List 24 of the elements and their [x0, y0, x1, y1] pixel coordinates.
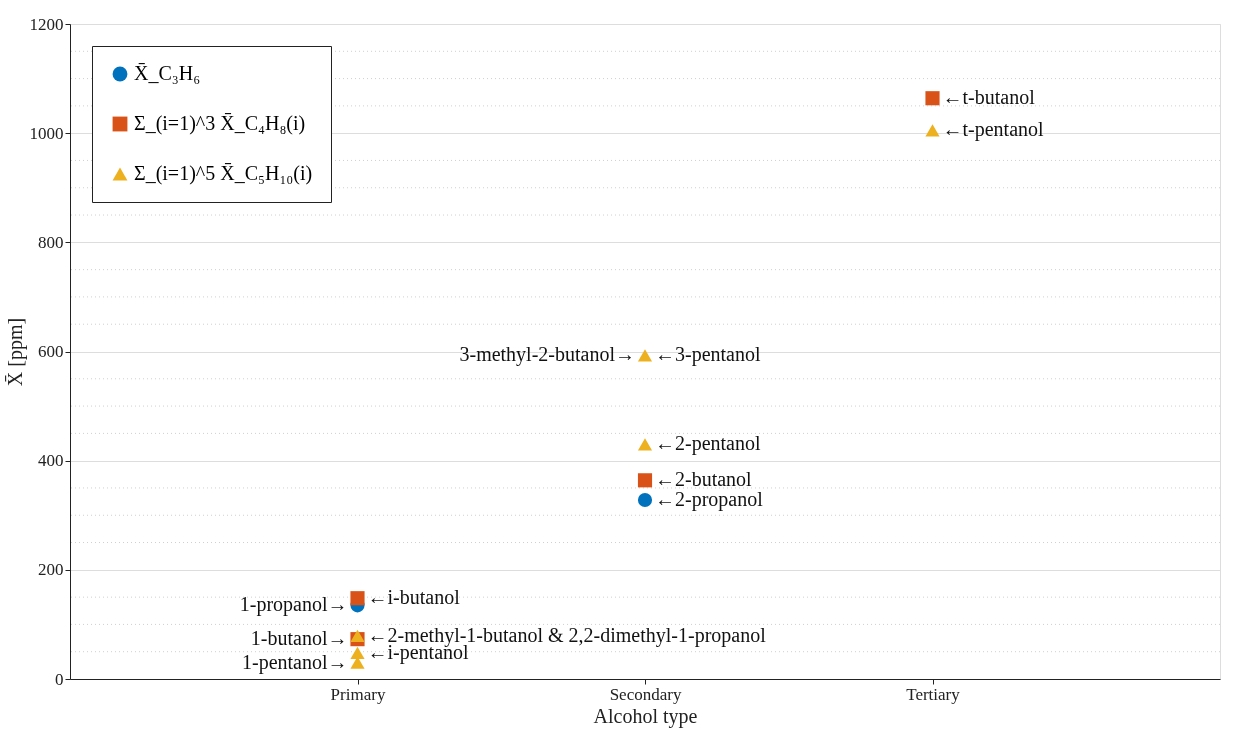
annotation: 1-butanol→ [250, 627, 348, 650]
x-tick-label: Primary [330, 684, 386, 704]
y-tick-label: 200 [38, 560, 64, 580]
y-tick-label: 0 [55, 669, 64, 689]
legend-label: Σ_(i=1)^3 X̄_C₄H₈(i) [134, 112, 306, 135]
legend-label: Σ_(i=1)^5 X̄_C₅H₁₀(i) [134, 162, 313, 185]
y-tick-label: 400 [38, 451, 64, 471]
annotation: 1-propanol→ [239, 593, 348, 617]
annotation: ←2-pentanol [655, 432, 761, 456]
legend-label: X̄_C₃H₆ [134, 62, 201, 84]
x-tick-label: Secondary [609, 684, 682, 704]
annotation: ←t-butanol [942, 86, 1036, 109]
y-tick-label: 800 [38, 232, 64, 252]
x-tick-label: Tertiary [906, 684, 961, 704]
x-axis-title: Alcohol type [593, 704, 698, 728]
annotation: 1-pentanol→ [241, 650, 348, 674]
annotation: ←t-pentanol [942, 118, 1045, 142]
y-tick-label: 1200 [29, 14, 64, 34]
y-tick-label: 1000 [29, 123, 64, 143]
y-axis-title: X̄ [ppm] [3, 317, 27, 387]
annotation: ←3-pentanol [655, 343, 761, 367]
annotation: ←i-butanol [367, 586, 461, 609]
y-tick-label: 600 [38, 342, 64, 361]
annotation: 3-methyl-2-butanol→ [459, 343, 635, 367]
